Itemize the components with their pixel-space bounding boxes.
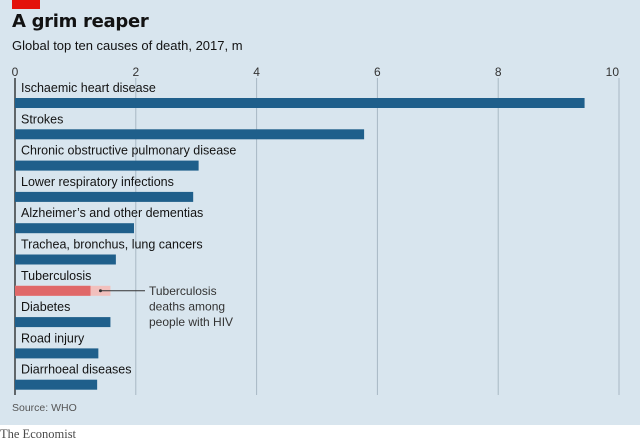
category-label: Strokes: [21, 112, 63, 126]
category-label: Road injury: [21, 331, 85, 345]
annotation-text: people with HIV: [149, 315, 233, 329]
annotation-text: Tuberculosis: [149, 284, 217, 298]
brand-tag: [12, 0, 40, 9]
x-tick-label: 6: [374, 65, 381, 79]
category-label: Tuberculosis: [21, 269, 91, 283]
bar-tb-hiv: [15, 285, 91, 296]
category-label: Diabetes: [21, 300, 70, 314]
category-label: Trachea, bronchus, lung cancers: [21, 238, 203, 252]
category-label: Alzheimer’s and other dementias: [21, 206, 203, 220]
annotation-text: deaths among: [149, 299, 225, 313]
bar: [15, 223, 134, 234]
bar: [15, 348, 99, 359]
x-tick-label: 2: [132, 65, 139, 79]
source-note: Source: WHO: [12, 402, 77, 414]
bar: [15, 98, 585, 108]
bar: [15, 379, 98, 390]
bar: [15, 191, 194, 202]
chart-panel: [0, 0, 640, 425]
bar: [15, 317, 111, 328]
bars: [15, 98, 585, 390]
x-tick-label: 10: [606, 65, 620, 79]
category-label: Diarrhoeal diseases: [21, 363, 131, 377]
category-labels: Ischaemic heart disease Strokes Chronic ob…: [21, 81, 236, 377]
category-label: Lower respiratory infections: [21, 175, 174, 189]
bar: [15, 160, 199, 171]
x-tick-label: 0: [12, 65, 19, 79]
chart-subtitle: Global top ten causes of death, 2017, m: [12, 38, 243, 53]
bar: [15, 254, 116, 265]
chart-title: A grim reaper: [12, 11, 149, 32]
x-tick-label: 4: [253, 65, 260, 79]
bar-chart: 0 2 4 6 8 10 Ischaemic heart disease Strokes Ch…: [12, 65, 620, 395]
gridlines: 0 2 4 6 8 10: [12, 65, 620, 395]
category-label: Ischaemic heart disease: [21, 81, 156, 95]
x-tick-label: 8: [495, 65, 502, 79]
bar: [15, 129, 365, 140]
publisher-footer: The Economist: [0, 427, 77, 441]
category-label: Chronic obstructive pulmonary disease: [21, 144, 236, 158]
